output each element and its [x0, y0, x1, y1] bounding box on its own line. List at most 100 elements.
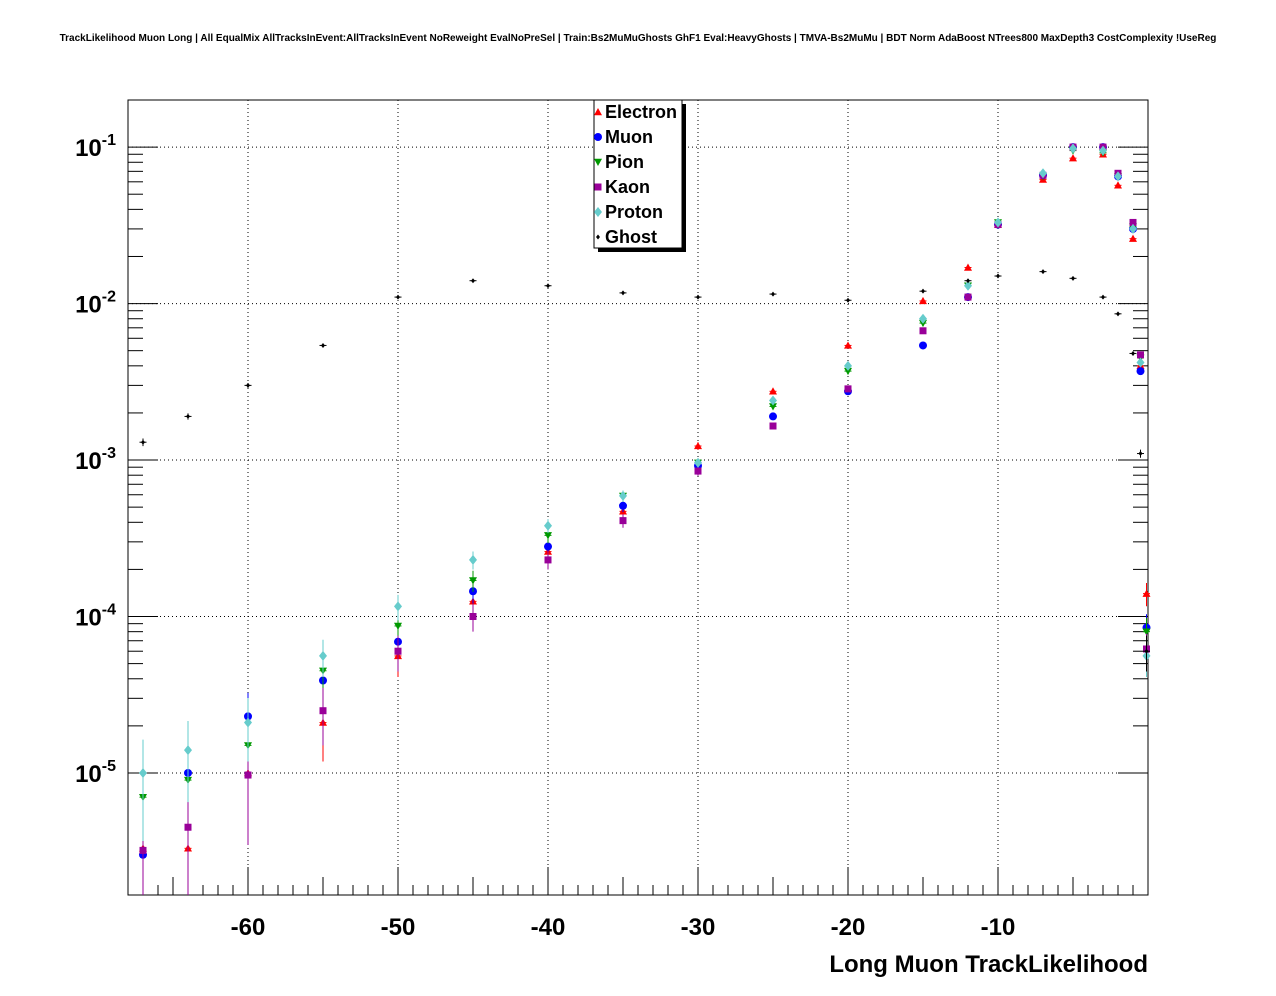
- y-tick-exponent: -5: [102, 758, 116, 775]
- series-muon: [139, 143, 1151, 895]
- marker-square: [694, 467, 702, 475]
- legend-label-electron: Electron: [605, 102, 677, 122]
- marker-small-diamond: [846, 297, 850, 303]
- marker-small-diamond: [1131, 350, 1135, 356]
- marker-small-diamond: [596, 234, 600, 240]
- marker-circle: [769, 412, 777, 421]
- series-pion: [139, 147, 1151, 894]
- marker-diamond: [1136, 357, 1145, 368]
- marker-triangle-down: [544, 532, 552, 540]
- y-tick-exponent: -4: [102, 602, 116, 619]
- marker-square: [594, 183, 602, 191]
- marker-small-diamond: [471, 278, 475, 284]
- y-tick-label: 10-5: [75, 758, 116, 788]
- marker-triangle-down: [769, 403, 777, 411]
- x-tick-label: -40: [531, 914, 566, 941]
- marker-small-diamond: [1116, 311, 1120, 317]
- marker-small-diamond: [966, 278, 970, 284]
- marker-circle: [919, 341, 927, 350]
- marker-square: [244, 771, 252, 779]
- series-electron: [139, 150, 1151, 895]
- marker-diamond: [139, 767, 147, 778]
- marker-small-diamond: [921, 288, 925, 294]
- marker-diamond: [469, 554, 477, 565]
- marker-small-diamond: [696, 294, 700, 300]
- marker-square: [844, 385, 852, 393]
- legend-label-ghost: Ghost: [605, 227, 657, 247]
- y-tick-base: 10: [75, 605, 102, 632]
- marker-triangle-up: [844, 341, 852, 349]
- marker-small-diamond: [621, 290, 625, 296]
- marker-small-diamond: [1101, 294, 1105, 300]
- marker-diamond: [1114, 171, 1122, 182]
- x-tick-label: -50: [381, 914, 416, 941]
- marker-circle: [594, 133, 602, 141]
- marker-diamond: [1099, 145, 1107, 156]
- marker-diamond: [964, 280, 972, 291]
- marker-small-diamond: [246, 382, 250, 388]
- marker-diamond: [544, 520, 552, 531]
- y-tick-base: 10: [75, 761, 102, 788]
- marker-triangle-down: [844, 367, 852, 376]
- x-tick-label: -20: [831, 914, 866, 941]
- marker-small-diamond: [996, 273, 1000, 279]
- marker-diamond: [394, 601, 402, 612]
- marker-square: [544, 556, 552, 564]
- marker-small-diamond: [546, 283, 550, 289]
- marker-triangle-up: [964, 263, 972, 271]
- legend-label-proton: Proton: [605, 202, 663, 222]
- marker-square: [319, 707, 327, 715]
- marker-diamond: [184, 745, 192, 756]
- marker-square: [964, 293, 972, 301]
- legend-label-muon: Muon: [605, 127, 653, 147]
- marker-triangle-up: [1142, 589, 1151, 597]
- x-axis-label: Long Muon TrackLikelihood: [829, 951, 1148, 978]
- chart-title: TrackLikelihood Muon Long | All EqualMix…: [59, 33, 1217, 44]
- marker-triangle-down: [394, 622, 402, 630]
- marker-square: [1129, 218, 1137, 226]
- marker-small-diamond: [1144, 648, 1149, 654]
- y-tick-exponent: -1: [102, 132, 116, 149]
- marker-diamond: [694, 457, 702, 468]
- marker-diamond: [244, 717, 252, 728]
- marker-diamond: [994, 217, 1002, 228]
- marker-small-diamond: [1138, 451, 1143, 457]
- legend-label-pion: Pion: [605, 152, 644, 172]
- legend-box: [593, 99, 683, 249]
- marker-square: [619, 517, 627, 525]
- marker-diamond: [1039, 168, 1047, 179]
- marker-triangle-up: [919, 296, 927, 305]
- marker-square: [394, 647, 402, 655]
- x-tick-label: -30: [681, 914, 716, 941]
- marker-diamond: [1129, 223, 1137, 234]
- marker-triangle-up: [694, 441, 702, 450]
- marker-small-diamond: [1071, 275, 1075, 281]
- marker-small-diamond: [321, 342, 325, 348]
- marker-diamond: [919, 313, 927, 324]
- marker-triangle-up: [1069, 154, 1077, 162]
- marker-diamond: [769, 395, 777, 406]
- marker-diamond: [1069, 143, 1077, 154]
- marker-square: [1137, 351, 1144, 359]
- marker-square: [919, 327, 927, 335]
- marker-square: [469, 613, 477, 621]
- series-proton: [139, 143, 1151, 841]
- marker-triangle-down: [469, 577, 477, 585]
- marker-circle: [544, 542, 552, 551]
- legend-label-kaon: Kaon: [605, 177, 650, 197]
- legend: Electron Muon Pion Kaon Proton Ghost: [593, 99, 686, 252]
- marker-circle: [619, 501, 627, 510]
- x-tick-label: -60: [231, 914, 266, 941]
- y-tick-base: 10: [75, 448, 102, 475]
- marker-small-diamond: [186, 413, 190, 419]
- marker-diamond: [844, 360, 852, 371]
- marker-small-diamond: [141, 439, 145, 445]
- marker-circle: [1136, 367, 1145, 376]
- y-tick-base: 10: [75, 135, 102, 162]
- x-tick-label: -10: [981, 914, 1016, 941]
- y-tick-exponent: -2: [102, 289, 116, 306]
- y-tick-label: 10-2: [75, 289, 116, 319]
- marker-diamond: [319, 650, 327, 661]
